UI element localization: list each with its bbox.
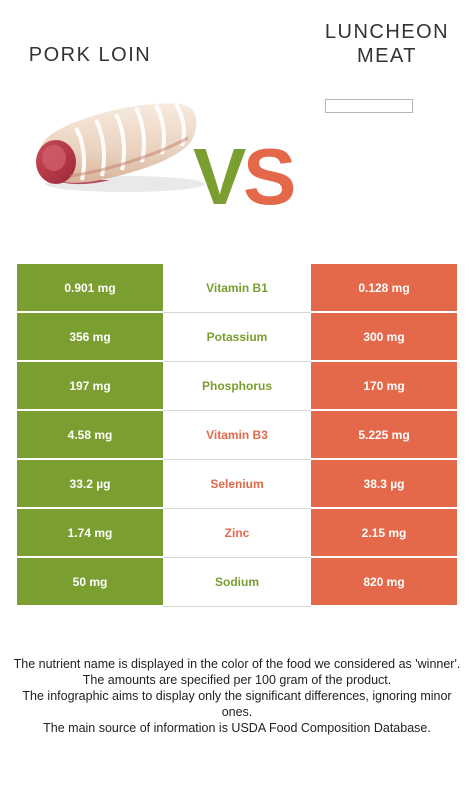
- table-row: 197 mg Phosphorus 170 mg: [17, 361, 457, 411]
- footer-notes: The nutrient name is displayed in the co…: [10, 656, 464, 736]
- left-value-cell: 1.74 mg: [17, 508, 163, 558]
- footer-note-amounts: The amounts are specified per 100 gram o…: [82, 673, 392, 687]
- left-value-cell: 4.58 mg: [17, 410, 163, 460]
- nutrient-comparison-table: 0.901 mg Vitamin B1 0.128 mg 356 mg Potassiu…: [17, 264, 457, 607]
- table-row: 1.74 mg Zinc 2.15 mg: [17, 508, 457, 558]
- nutrient-name-cell: Potassium: [163, 312, 311, 362]
- right-value-cell: 38.3 µg: [311, 459, 457, 509]
- left-food-title: PORK LOIN: [0, 43, 180, 67]
- left-value-cell: 50 mg: [17, 557, 163, 607]
- nutrient-name-cell: Vitamin B3: [163, 410, 311, 460]
- footer-note-source: The main source of information is USDA F…: [43, 721, 431, 735]
- table-row: 33.2 µg Selenium 38.3 µg: [17, 459, 457, 509]
- nutrient-name-cell: Phosphorus: [163, 361, 311, 411]
- right-value-cell: 300 mg: [311, 312, 457, 362]
- table-row: 0.901 mg Vitamin B1 0.128 mg: [17, 264, 457, 313]
- table-row: 50 mg Sodium 820 mg: [17, 557, 457, 607]
- right-value-cell: 170 mg: [311, 361, 457, 411]
- left-value-cell: 197 mg: [17, 361, 163, 411]
- pork-loin-image: [30, 92, 210, 202]
- left-value-cell: 0.901 mg: [17, 264, 163, 313]
- vs-letter-v: V: [193, 132, 247, 221]
- table-row: 356 mg Potassium 300 mg: [17, 312, 457, 362]
- footer-note-aim: The infographic aims to display only the…: [22, 689, 452, 719]
- left-value-cell: 356 mg: [17, 312, 163, 362]
- nutrient-name-cell: Vitamin B1: [163, 264, 311, 313]
- right-food-name-line2: MEAT: [356, 45, 418, 67]
- table-row: 4.58 mg Vitamin B3 5.225 mg: [17, 410, 457, 460]
- footer-note-winner: The nutrient name is displayed in the co…: [13, 657, 461, 671]
- nutrient-name-cell: Selenium: [163, 459, 311, 509]
- broken-image-icon: [325, 99, 413, 113]
- right-value-cell: 0.128 mg: [311, 264, 457, 313]
- right-food-title: LUNCHEON MEAT: [300, 20, 474, 68]
- right-value-cell: 820 mg: [311, 557, 457, 607]
- right-food-name-line1: LUNCHEON: [324, 21, 450, 43]
- vs-letter-s: S: [243, 132, 297, 221]
- nutrient-name-cell: Sodium: [163, 557, 311, 607]
- nutrient-name-cell: Zinc: [163, 508, 311, 558]
- right-value-cell: 2.15 mg: [311, 508, 457, 558]
- left-food-name: PORK LOIN: [28, 44, 152, 66]
- right-value-cell: 5.225 mg: [311, 410, 457, 460]
- left-value-cell: 33.2 µg: [17, 459, 163, 509]
